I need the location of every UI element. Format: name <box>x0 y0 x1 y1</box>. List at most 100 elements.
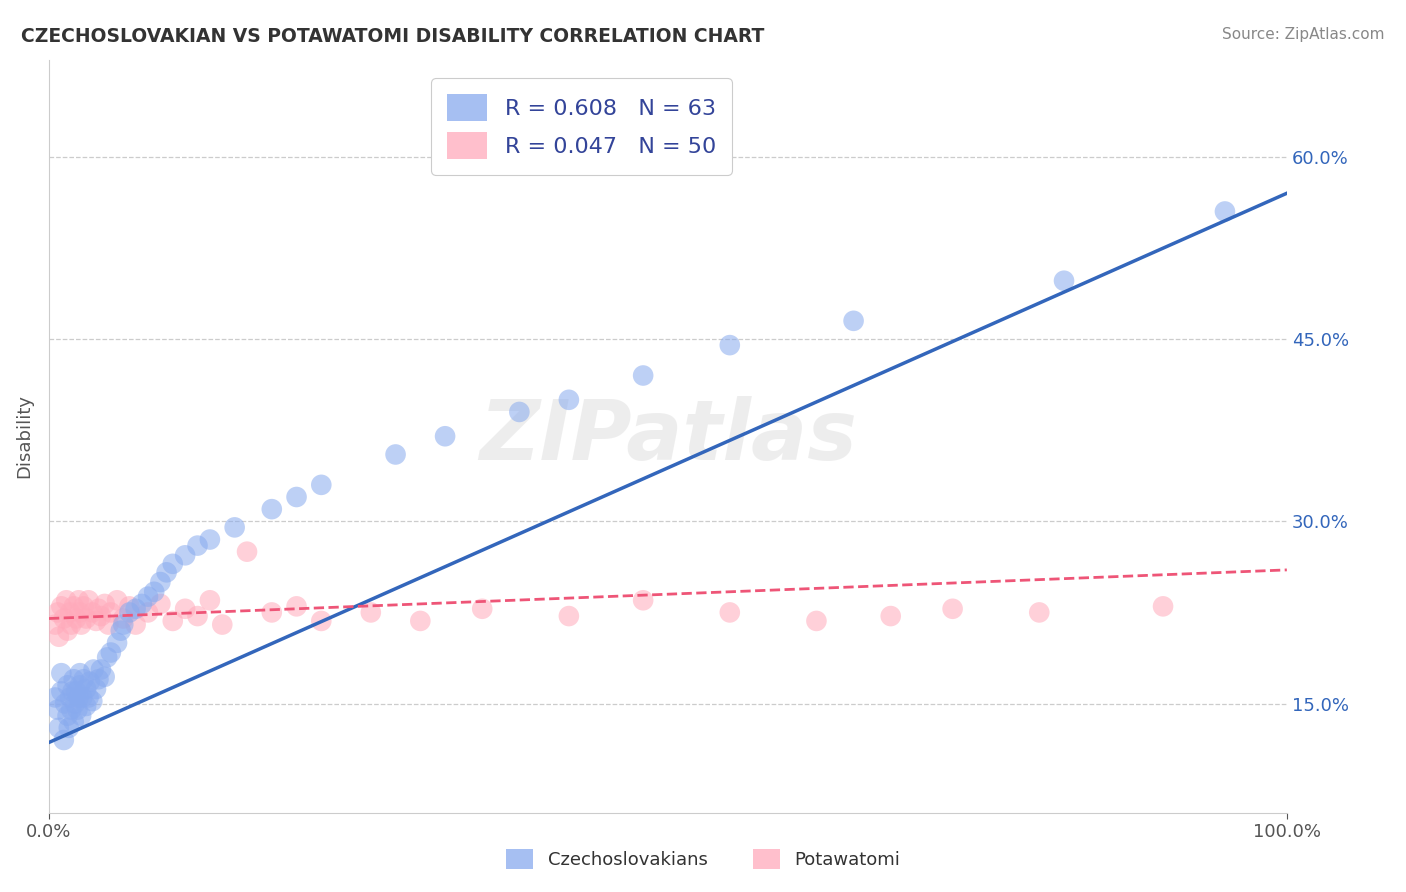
Point <box>105 593 128 607</box>
Point <box>79 674 101 689</box>
Point <box>471 601 494 615</box>
Point <box>56 624 79 638</box>
Point <box>87 672 110 686</box>
Point <box>51 666 73 681</box>
Point <box>44 617 66 632</box>
Point <box>131 597 153 611</box>
Point <box>1053 274 1076 288</box>
Legend: R = 0.608   N = 63, R = 0.047   N = 50: R = 0.608 N = 63, R = 0.047 N = 50 <box>432 78 731 175</box>
Point <box>62 599 84 614</box>
Point <box>62 684 84 698</box>
Point <box>75 681 97 696</box>
Point <box>149 575 172 590</box>
Point <box>143 584 166 599</box>
Point <box>198 593 221 607</box>
Legend: Czechoslovakians, Potawatomi: Czechoslovakians, Potawatomi <box>496 839 910 879</box>
Point <box>84 614 107 628</box>
Text: Source: ZipAtlas.com: Source: ZipAtlas.com <box>1222 27 1385 42</box>
Point <box>409 614 432 628</box>
Point <box>124 617 146 632</box>
Point <box>77 593 100 607</box>
Point <box>224 520 246 534</box>
Point <box>83 663 105 677</box>
Point <box>311 478 333 492</box>
Point <box>360 606 382 620</box>
Point <box>384 448 406 462</box>
Point <box>53 697 76 711</box>
Point <box>136 590 159 604</box>
Point <box>110 624 132 638</box>
Point <box>118 606 141 620</box>
Point <box>62 714 84 729</box>
Point <box>806 614 828 628</box>
Point <box>93 597 115 611</box>
Point <box>285 599 308 614</box>
Point <box>631 593 654 607</box>
Point <box>69 606 91 620</box>
Point <box>62 672 84 686</box>
Point <box>75 611 97 625</box>
Point <box>842 314 865 328</box>
Point <box>96 650 118 665</box>
Point <box>1152 599 1174 614</box>
Point <box>136 606 159 620</box>
Point <box>112 617 135 632</box>
Point <box>100 606 122 620</box>
Point <box>67 593 90 607</box>
Point <box>118 599 141 614</box>
Point <box>65 684 87 698</box>
Point <box>260 502 283 516</box>
Point <box>59 606 82 620</box>
Point <box>174 549 197 563</box>
Point <box>60 703 83 717</box>
Point <box>82 606 104 620</box>
Point <box>97 617 120 632</box>
Point <box>87 601 110 615</box>
Point <box>1028 606 1050 620</box>
Point <box>69 666 91 681</box>
Point <box>90 609 112 624</box>
Point <box>75 698 97 713</box>
Point <box>631 368 654 383</box>
Point <box>174 601 197 615</box>
Point <box>211 617 233 632</box>
Point <box>112 611 135 625</box>
Point <box>186 609 208 624</box>
Point <box>1213 204 1236 219</box>
Point <box>51 684 73 698</box>
Point <box>186 539 208 553</box>
Point <box>72 599 94 614</box>
Point <box>260 606 283 620</box>
Point <box>70 617 93 632</box>
Point <box>942 601 965 615</box>
Text: ZIPatlas: ZIPatlas <box>479 396 856 476</box>
Point <box>66 703 89 717</box>
Point <box>46 606 69 620</box>
Point <box>100 646 122 660</box>
Point <box>63 697 86 711</box>
Point <box>149 597 172 611</box>
Point <box>70 708 93 723</box>
Point <box>67 690 90 705</box>
Point <box>236 544 259 558</box>
Point <box>311 614 333 628</box>
Point <box>93 670 115 684</box>
Point <box>52 611 75 625</box>
Point <box>55 593 77 607</box>
Point <box>48 630 70 644</box>
Point <box>84 681 107 696</box>
Point <box>155 566 177 580</box>
Point <box>434 429 457 443</box>
Point <box>59 690 82 705</box>
Point <box>162 614 184 628</box>
Point <box>162 557 184 571</box>
Point <box>52 733 75 747</box>
Point <box>718 338 741 352</box>
Point <box>880 609 903 624</box>
Point <box>77 690 100 705</box>
Point <box>72 672 94 686</box>
Point <box>558 392 581 407</box>
Point <box>56 678 79 692</box>
Point <box>198 533 221 547</box>
Y-axis label: Disability: Disability <box>15 394 32 478</box>
